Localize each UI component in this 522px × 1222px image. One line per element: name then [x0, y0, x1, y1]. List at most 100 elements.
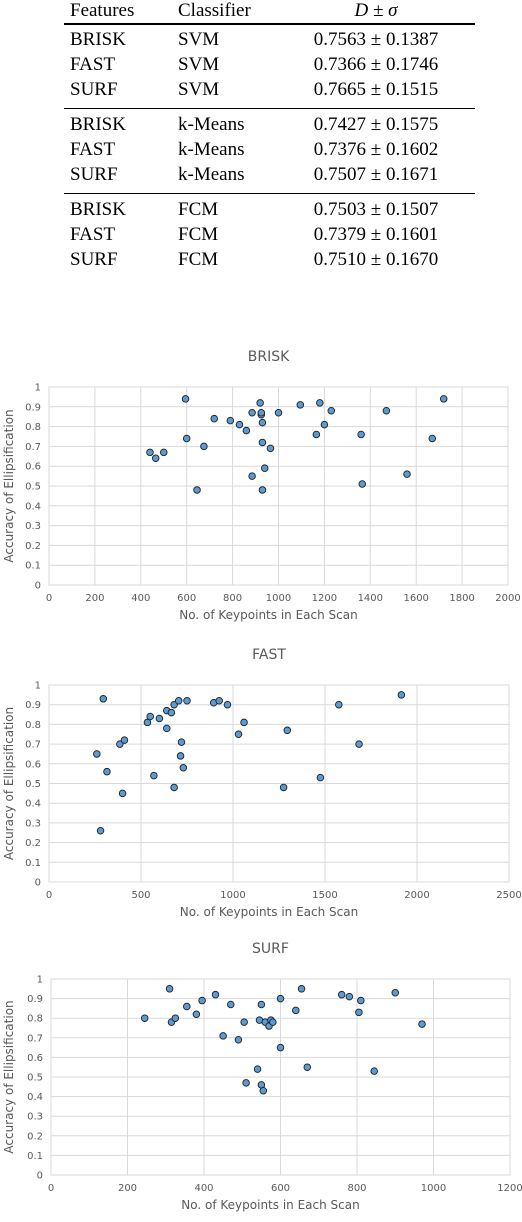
data-point — [292, 1006, 300, 1015]
cell-score: 0.7665 ± 0.1515 — [313, 79, 439, 100]
cell-feature: SURF — [70, 79, 118, 100]
y-tick-label: 0.1 — [27, 1151, 43, 1162]
data-point — [200, 442, 208, 451]
x-tick-label: 0 — [46, 890, 52, 901]
table-top-rule — [64, 23, 475, 25]
data-point — [215, 697, 223, 705]
table-row: BRISK k-Means 0.7427 ± 0.1575 — [64, 114, 475, 139]
data-point — [99, 695, 108, 703]
table-group-svm: BRISK SVM 0.7563 ± 0.1387 FAST SVM 0.736… — [64, 27, 475, 104]
x-tick-label: 600 — [271, 1183, 290, 1194]
y-tick-label: 0.2 — [27, 1131, 43, 1142]
surf-scatter-svg: SURF 0 0.1 0.2 0.3 0.4 0.5 0.6 0.7 0.8 0.9 1 0 200 400… — [2, 941, 522, 1212]
data-point — [192, 1010, 201, 1019]
data-point — [211, 990, 220, 999]
cell-classifier: SVM — [178, 79, 220, 100]
header-d-sigma: D ± σ — [354, 0, 398, 21]
table-row: FAST FCM 0.7379 ± 0.1601 — [64, 224, 475, 249]
data-point — [240, 718, 248, 727]
data-point — [269, 1018, 277, 1026]
data-point — [198, 996, 206, 1005]
cell-classifier: k-Means — [178, 164, 245, 185]
header-classifier: Classifier — [178, 0, 251, 21]
x-tick-label: 500 — [131, 890, 150, 901]
cell-feature: FAST — [70, 139, 116, 160]
data-point — [253, 1065, 262, 1073]
cell-feature: BRISK — [70, 29, 126, 50]
x-tick-label: 2500 — [496, 890, 521, 901]
cell-feature: BRISK — [70, 199, 126, 220]
data-point — [257, 408, 266, 417]
data-point — [150, 771, 158, 780]
data-point — [234, 1036, 243, 1044]
data-point — [357, 996, 365, 1005]
data-point — [226, 416, 235, 425]
data-point — [345, 992, 354, 1001]
x-tick-label: 400 — [131, 593, 150, 604]
y-tick-label: 0.5 — [27, 1073, 43, 1084]
data-point — [155, 714, 164, 723]
y-tick-label: 0.8 — [27, 1014, 43, 1025]
x-tick-label: 2000 — [404, 890, 429, 901]
y-tick-label: 1 — [35, 681, 41, 692]
y-tick-label: 0 — [37, 1171, 43, 1182]
x-tick-label: 0 — [48, 1183, 54, 1194]
cell-classifier: FCM — [178, 199, 219, 220]
x-tick-label: 1000 — [421, 1183, 446, 1194]
y-tick-label: 0.9 — [27, 994, 43, 1005]
data-point — [303, 1063, 312, 1071]
data-point — [234, 730, 243, 738]
data-point — [335, 700, 343, 709]
cell-classifier: FCM — [178, 224, 219, 245]
table-row: SURF SVM 0.7665 ± 0.1515 — [64, 79, 475, 104]
cell-classifier: k-Means — [178, 114, 245, 135]
data-point — [171, 1014, 180, 1022]
y-tick-label: 0.3 — [27, 1112, 43, 1123]
y-tick-label: 0.6 — [25, 759, 41, 770]
x-tick-label: 1000 — [266, 593, 291, 604]
y-tick-label: 0.2 — [25, 838, 41, 849]
results-table: Features Classifier D ± σ BRISK SVM 0.75… — [64, 0, 475, 274]
data-point — [397, 691, 406, 699]
y-tick-label: 0.4 — [25, 799, 41, 810]
y-tick-label: 1 — [35, 383, 41, 394]
cell-feature: FAST — [70, 54, 116, 75]
cell-score: 0.7366 ± 0.1746 — [313, 54, 439, 75]
data-point — [382, 407, 391, 415]
cell-score: 0.7376 ± 0.1602 — [313, 139, 439, 160]
table-row: BRISK FCM 0.7503 ± 0.1507 — [64, 199, 475, 224]
data-point — [439, 395, 448, 403]
x-tick-label: 800 — [347, 1183, 366, 1194]
x-tick-label: 1800 — [449, 593, 474, 604]
data-point — [242, 1079, 250, 1087]
data-point — [355, 1008, 363, 1017]
x-tick-label: 2000 — [495, 593, 520, 604]
cell-score: 0.7510 ± 0.1670 — [313, 249, 439, 270]
data-point — [355, 740, 363, 748]
x-tick-label: 1500 — [312, 890, 337, 901]
data-point — [93, 750, 101, 758]
chart-title: BRISK — [248, 349, 290, 365]
data-point — [118, 789, 127, 798]
table-group-rule — [64, 193, 475, 194]
data-point — [358, 480, 367, 488]
y-tick-label: 0.9 — [25, 700, 41, 711]
cell-feature: FAST — [70, 224, 116, 245]
y-tick-label: 0.7 — [25, 740, 41, 751]
y-tick-label: 1 — [37, 975, 43, 986]
data-point — [165, 985, 174, 993]
y-tick-label: 0 — [35, 878, 41, 889]
data-point — [183, 1002, 191, 1011]
x-tick-label: 1200 — [497, 1183, 522, 1194]
cell-feature: BRISK — [70, 114, 126, 135]
y-tick-label: 0.1 — [25, 858, 41, 869]
cell-classifier: SVM — [178, 54, 220, 75]
data-point — [96, 827, 105, 835]
data-point — [174, 697, 183, 705]
data-point — [256, 399, 264, 407]
data-point — [403, 470, 411, 478]
data-point — [327, 407, 336, 415]
y-tick-label: 0.2 — [25, 541, 41, 552]
data-point — [242, 426, 251, 435]
data-point — [266, 444, 275, 453]
